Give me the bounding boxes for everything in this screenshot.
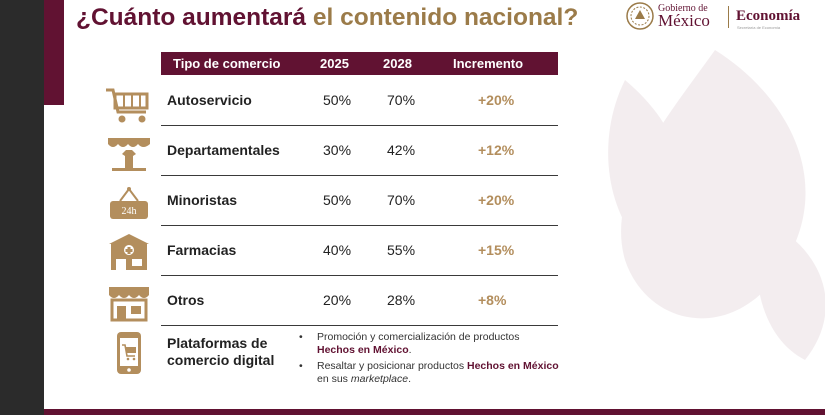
table-row: Departamentales 30% 42% +12%: [161, 126, 558, 176]
digital-commerce-row: Plataformas de comercio digital • Promoc…: [161, 328, 559, 389]
government-logo: Gobierno de México Economía Secretaría d…: [626, 2, 816, 32]
row-2028: 70%: [387, 92, 416, 108]
header-incremento: Incremento: [453, 56, 524, 71]
shopping-cart-icon: [106, 88, 149, 123]
table-row: Autoservicio 50% 70% +20%: [161, 76, 558, 126]
24h-sign-icon: 24h: [110, 187, 148, 219]
row-increment: +12%: [478, 142, 515, 158]
pharmacy-icon: [109, 234, 149, 270]
row-2025: 30%: [323, 142, 352, 158]
row-name: Departamentales: [167, 142, 280, 158]
row-2028: 42%: [387, 142, 416, 158]
bullet-item: • Promoción y comercialización de produc…: [299, 331, 520, 356]
mobile-shopping-icon: [117, 332, 141, 374]
digital-bullets: • Promoción y comercialización de produc…: [299, 331, 559, 389]
row-name: Otros: [167, 292, 205, 308]
shop-icon: [109, 287, 149, 322]
row-2025: 50%: [323, 192, 352, 208]
table-row: Farmacias 40% 55% +15%: [161, 226, 558, 276]
logo-brand: Economía: [736, 8, 801, 24]
logo-line1: Gobierno de: [658, 3, 708, 14]
header-tipo: Tipo de comercio: [173, 56, 281, 71]
row-divider: [161, 175, 558, 176]
row-2028: 28%: [387, 292, 416, 308]
row-divider: [161, 275, 558, 276]
slide-title: ¿Cuánto aumentará el contenido nacional?: [76, 4, 579, 31]
row-2028: 70%: [387, 192, 416, 208]
row-name: Minoristas: [167, 192, 238, 208]
logo-brand-sub: Secretaría de Economía: [737, 25, 781, 30]
header-2025: 2025: [320, 56, 349, 71]
bullet-item: • Resaltar y posicionar productos Hechos…: [299, 360, 559, 385]
accent-bar: [44, 0, 64, 105]
svg-text:24h: 24h: [122, 206, 137, 217]
logo-divider: [728, 6, 729, 28]
row-divider: [161, 325, 558, 326]
row-increment: +8%: [478, 292, 507, 308]
row-2025: 40%: [323, 242, 352, 258]
row-divider: [161, 225, 558, 226]
row-2025: 50%: [323, 92, 352, 108]
logo-line2: México: [658, 11, 710, 30]
row-name: Plataformas de comercio digital: [167, 335, 275, 368]
row-2028: 55%: [387, 242, 416, 258]
row-increment: +15%: [478, 242, 515, 258]
watermark-pattern: [608, 50, 825, 360]
table-row: Minoristas 50% 70% +20%: [161, 176, 558, 226]
footer-bar: [44, 409, 825, 415]
table-header: Tipo de comercio 2025 2028 Incremento: [161, 52, 558, 75]
table-row: Otros 20% 28% +8%: [161, 276, 558, 326]
row-increment: +20%: [478, 92, 515, 108]
department-store-icon: [108, 138, 150, 171]
row-name: Farmacias: [167, 242, 237, 258]
row-name: Autoservicio: [167, 92, 252, 108]
row-increment: +20%: [478, 192, 515, 208]
row-divider: [161, 125, 558, 126]
header-2028: 2028: [383, 56, 412, 71]
row-2025: 20%: [323, 292, 352, 308]
eagle-seal-icon: [626, 2, 654, 30]
